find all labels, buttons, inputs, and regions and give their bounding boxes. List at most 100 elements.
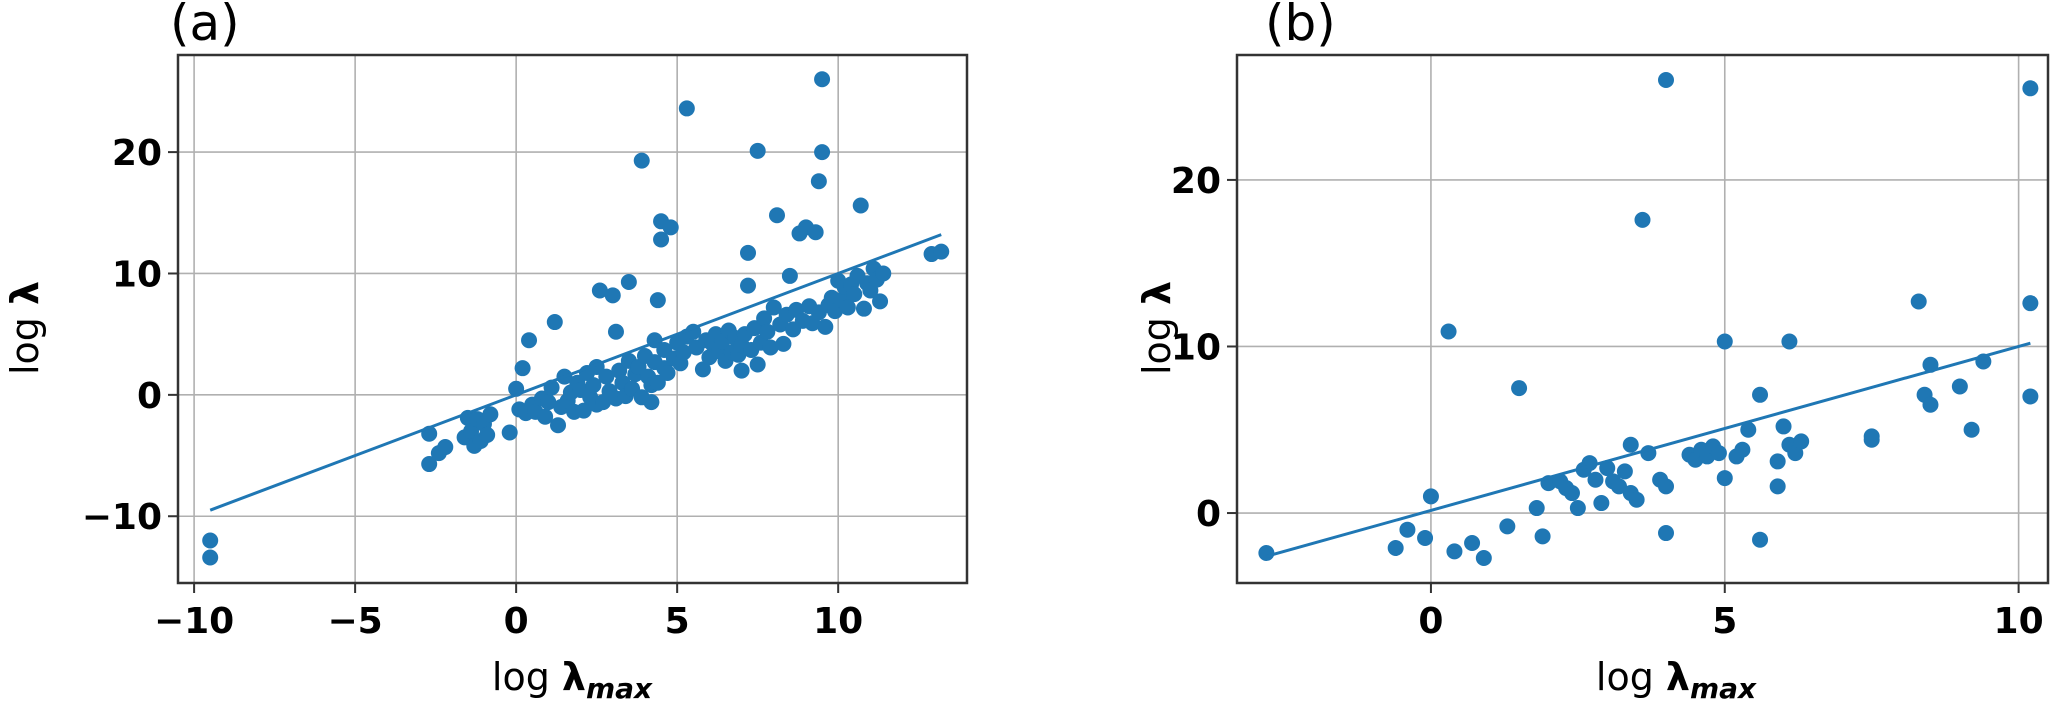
scatter-point bbox=[810, 173, 827, 190]
scatter-point bbox=[1563, 485, 1580, 502]
scatter-point bbox=[1610, 478, 1627, 495]
scatter-point bbox=[1475, 550, 1492, 567]
scatter-point bbox=[1716, 333, 1733, 350]
scatter-point bbox=[463, 423, 480, 440]
scatter-point bbox=[733, 362, 750, 379]
scatter-point bbox=[872, 293, 889, 310]
scatter-point bbox=[765, 299, 782, 316]
scatter-point bbox=[749, 142, 766, 159]
scatter-point bbox=[1534, 528, 1551, 545]
y-axis-label-b: log λ bbox=[1135, 281, 1179, 375]
scatter-point bbox=[678, 100, 695, 117]
scatter-point bbox=[662, 219, 679, 236]
scatter-point bbox=[1511, 380, 1528, 397]
scatter-point bbox=[1793, 433, 1810, 450]
scatter-point bbox=[437, 439, 454, 456]
scatter-point bbox=[607, 323, 624, 340]
scatter-point bbox=[814, 71, 831, 88]
scatter-point bbox=[575, 402, 592, 419]
y-tick-label: 20 bbox=[112, 133, 162, 174]
panel-label-a: (a) bbox=[170, 0, 240, 52]
plot-frame-a bbox=[176, 53, 969, 585]
scatter-point bbox=[740, 244, 757, 261]
y-ticks-a: −10 0 10 20 bbox=[82, 133, 178, 538]
scatter-point bbox=[521, 332, 538, 349]
scatter-point bbox=[1910, 293, 1927, 310]
scatter-point bbox=[585, 377, 602, 394]
scatter-point bbox=[749, 356, 766, 373]
scatter-point bbox=[1499, 518, 1516, 535]
scatter-point bbox=[2022, 295, 2039, 312]
scatter-point bbox=[653, 231, 670, 248]
x-axis-label-symbol-b: λ bbox=[1666, 655, 1690, 699]
scatter-point bbox=[1569, 500, 1586, 517]
y-axis-label-symbol-b: λ bbox=[1135, 281, 1179, 305]
x-axis-label-prefix-b: log bbox=[1596, 655, 1666, 699]
x-tick-label: 10 bbox=[1994, 601, 2044, 642]
scatter-point bbox=[1658, 478, 1675, 495]
scatter-point bbox=[1658, 525, 1675, 542]
scatter-point bbox=[540, 394, 557, 411]
scatter-point bbox=[852, 197, 869, 214]
scatter-point bbox=[768, 207, 785, 224]
scatter-point bbox=[633, 152, 650, 169]
x-tick-label: 10 bbox=[813, 601, 863, 642]
scatter-point bbox=[1628, 491, 1645, 508]
x-tick-label: 5 bbox=[665, 601, 690, 642]
scatter-point bbox=[611, 362, 628, 379]
x-tick-label: −5 bbox=[328, 601, 383, 642]
scatter-point bbox=[1417, 530, 1434, 547]
scatter-point bbox=[1769, 478, 1786, 495]
x-axis-label-sub-b: max bbox=[1690, 672, 1757, 701]
x-axis-label-sub-a: max bbox=[586, 672, 653, 701]
scatter-point bbox=[421, 456, 438, 473]
scatter-point bbox=[620, 273, 637, 290]
scatter-point bbox=[781, 267, 798, 284]
scatter-point bbox=[675, 344, 692, 361]
x-tick-label: 0 bbox=[504, 601, 529, 642]
y-ticks-b: 0 10 20 bbox=[1171, 161, 1237, 535]
scatter-point bbox=[1399, 521, 1416, 538]
scatter-point bbox=[875, 265, 892, 282]
scatter-point bbox=[1658, 71, 1675, 88]
scatter-point bbox=[759, 323, 776, 340]
scatter-point bbox=[2022, 80, 2039, 97]
scatter-point bbox=[514, 360, 531, 377]
y-axis-label-prefix-a: log bbox=[3, 305, 47, 375]
y-tick-label: 10 bbox=[112, 254, 162, 295]
x-tick-label: −10 bbox=[154, 601, 234, 642]
scatter-point bbox=[1464, 535, 1481, 552]
scatter-point bbox=[1593, 495, 1610, 512]
scatter-point bbox=[202, 532, 219, 549]
scatter-point bbox=[1752, 531, 1769, 548]
scatter-point bbox=[839, 299, 856, 316]
x-axis-label-symbol-a: λ bbox=[562, 655, 586, 699]
scatter-point bbox=[1622, 436, 1639, 453]
scatter-point bbox=[775, 335, 792, 352]
scatter-point bbox=[1740, 421, 1757, 438]
scatter-point bbox=[1716, 470, 1733, 487]
fit-line bbox=[209, 233, 942, 512]
y-axis-label-symbol-a: λ bbox=[3, 281, 47, 305]
scatter-point bbox=[649, 374, 666, 391]
scatter-point bbox=[598, 368, 615, 385]
marks-a bbox=[202, 71, 950, 566]
scatter-point bbox=[604, 287, 621, 304]
plot-frame-b bbox=[1235, 53, 2050, 585]
scatter-point bbox=[1863, 431, 1880, 448]
scatter-point bbox=[756, 310, 773, 327]
y-tick-label: 20 bbox=[1171, 161, 1221, 202]
scatter-point bbox=[817, 318, 834, 335]
scatter-point bbox=[546, 314, 563, 331]
scatter-point bbox=[1528, 500, 1545, 517]
scatter-point bbox=[1963, 421, 1980, 438]
x-axis-label-b: log λmax bbox=[1596, 655, 1757, 701]
scatter-point bbox=[1422, 488, 1439, 505]
scatter-point bbox=[1440, 323, 1457, 340]
scatter-point bbox=[1752, 386, 1769, 403]
scatter-point bbox=[933, 243, 950, 260]
scatter-point bbox=[659, 365, 676, 382]
scatter-point bbox=[1769, 453, 1786, 470]
